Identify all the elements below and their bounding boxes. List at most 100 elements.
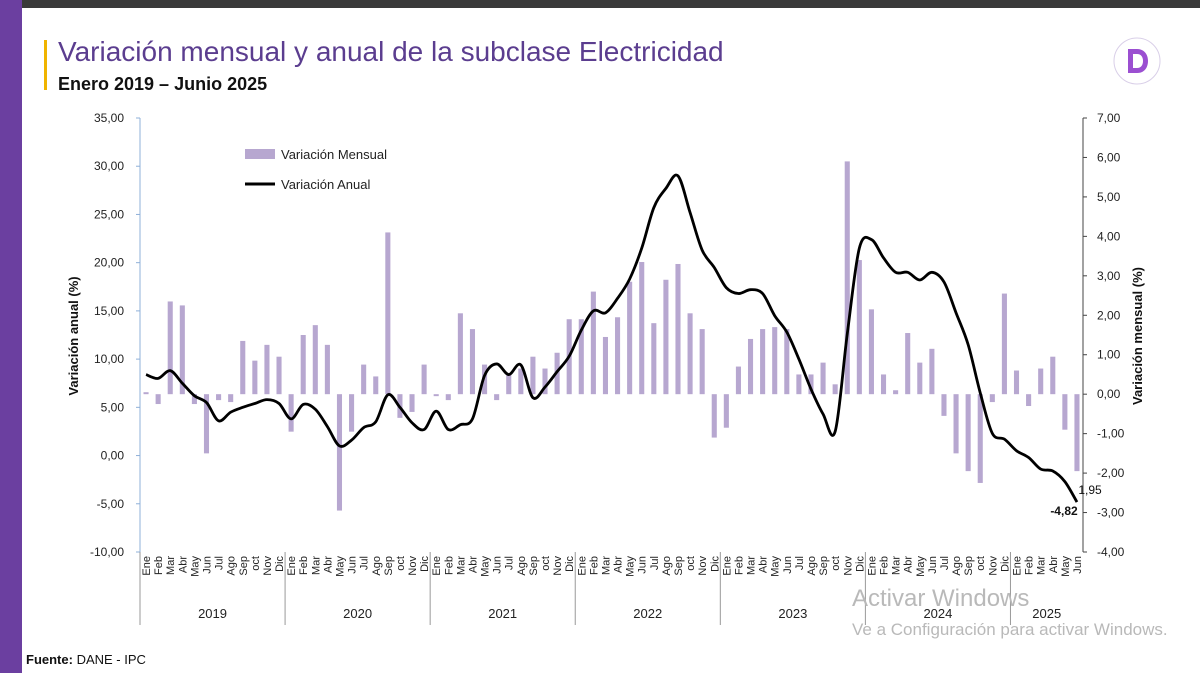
right-tick-label: -2,00 — [1097, 466, 1125, 480]
bar-monthly — [663, 279, 669, 395]
right-tick-label: -1,00 — [1097, 427, 1125, 441]
bar-monthly — [893, 390, 899, 395]
annual-variation-line — [145, 173, 1079, 503]
month-label: Jun — [1072, 556, 1084, 574]
d-logo-icon — [1113, 37, 1161, 85]
annual-line-layer — [145, 173, 1079, 503]
bar-monthly — [143, 392, 149, 395]
bar-monthly — [457, 313, 463, 395]
month-label: Jul — [504, 556, 516, 570]
month-label: Dic — [274, 556, 286, 572]
legend: Variación Mensual Variación Anual — [245, 147, 387, 192]
annotation-annual-last: -4,82 — [1050, 504, 1078, 518]
month-label: Mar — [310, 556, 322, 575]
bar-monthly — [651, 323, 657, 395]
right-tick-label: 6,00 — [1097, 150, 1121, 164]
month-label: Ene — [576, 556, 588, 576]
month-label: Feb — [879, 556, 891, 575]
bar-monthly — [639, 262, 645, 395]
month-label: Dic — [564, 556, 576, 572]
month-label: Sep — [673, 556, 685, 576]
bar-monthly — [711, 394, 717, 438]
left-tick-label: 0,00 — [101, 449, 125, 463]
left-tick-label: 5,00 — [101, 400, 125, 414]
right-tick-label: 5,00 — [1097, 190, 1121, 204]
right-tick-label: 7,00 — [1097, 111, 1121, 125]
bar-monthly — [1001, 293, 1007, 395]
bar-monthly — [578, 319, 584, 395]
bar-monthly — [602, 336, 608, 395]
year-label: 2022 — [633, 606, 662, 621]
bar-monthly — [445, 394, 451, 401]
year-label: 2021 — [488, 606, 517, 621]
month-label: Jul — [794, 556, 806, 570]
bar-monthly — [203, 394, 210, 454]
month-label: Feb — [733, 556, 745, 575]
bar-monthly — [905, 333, 911, 395]
month-label: Jul — [214, 556, 226, 570]
month-label: Jun — [637, 556, 649, 574]
month-label: Feb — [588, 556, 600, 575]
bar-monthly — [494, 394, 500, 401]
month-label: Dic — [999, 556, 1011, 572]
left-axis-title: Variación anual (%) — [66, 276, 81, 395]
bar-monthly — [590, 291, 596, 395]
month-label: Ene — [721, 556, 733, 576]
month-label: Mar — [165, 556, 177, 575]
chart-axes — [136, 117, 1087, 625]
bar-monthly — [627, 281, 633, 395]
left-tick-label: 30,00 — [94, 159, 124, 173]
month-label: Mar — [1036, 556, 1048, 575]
top-strip — [0, 0, 1200, 8]
annotation-monthly-last: 1,95 — [1078, 483, 1102, 497]
month-label: Sep — [238, 556, 250, 576]
bar-monthly — [1062, 394, 1068, 430]
bar-monthly — [167, 301, 173, 395]
month-label: Ago — [951, 556, 963, 576]
month-label: Dic — [709, 556, 721, 572]
month-label: Nov — [407, 556, 419, 576]
bar-monthly — [808, 374, 814, 395]
month-label: Dic — [854, 556, 866, 572]
bar-monthly — [300, 335, 306, 395]
bar-monthly — [336, 394, 343, 511]
bar-monthly — [264, 344, 270, 395]
month-label: Mar — [891, 556, 903, 575]
bar-monthly — [929, 348, 935, 395]
bar-monthly — [506, 374, 512, 395]
month-label: Abr — [758, 556, 770, 573]
month-label: Mar — [600, 556, 612, 575]
title-accent-line — [44, 40, 47, 90]
right-tick-label: 1,00 — [1097, 348, 1121, 362]
month-label: Feb — [443, 556, 455, 575]
legend-swatch-bar — [245, 149, 275, 159]
right-tick-label: 2,00 — [1097, 308, 1121, 322]
month-label: Ene — [141, 556, 153, 576]
bar-monthly — [832, 384, 838, 395]
bar-monthly — [1038, 368, 1044, 395]
bar-monthly — [252, 360, 258, 395]
bar-monthly — [989, 394, 995, 403]
bar-monthly — [699, 329, 705, 395]
bar-monthly — [312, 325, 318, 395]
month-label: Feb — [298, 556, 310, 575]
month-label: May — [1060, 556, 1072, 577]
bar-monthly — [784, 329, 790, 395]
month-label: Sep — [963, 556, 975, 576]
month-label: Abr — [322, 556, 334, 573]
bar-monthly — [469, 329, 476, 395]
month-label: Ene — [286, 556, 298, 576]
windows-watermark-title: Activar Windows — [852, 585, 1030, 612]
month-label: Abr — [903, 556, 915, 573]
left-tick-label: 15,00 — [94, 304, 124, 318]
bar-monthly — [965, 394, 971, 472]
bar-monthly — [977, 394, 983, 483]
month-label: Jun — [492, 556, 504, 574]
month-label: oct — [540, 556, 552, 571]
bar-monthly — [385, 232, 391, 395]
right-axis-title: Variación mensual (%) — [1130, 267, 1145, 405]
bar-monthly — [760, 329, 766, 395]
bar-monthly — [288, 394, 294, 432]
